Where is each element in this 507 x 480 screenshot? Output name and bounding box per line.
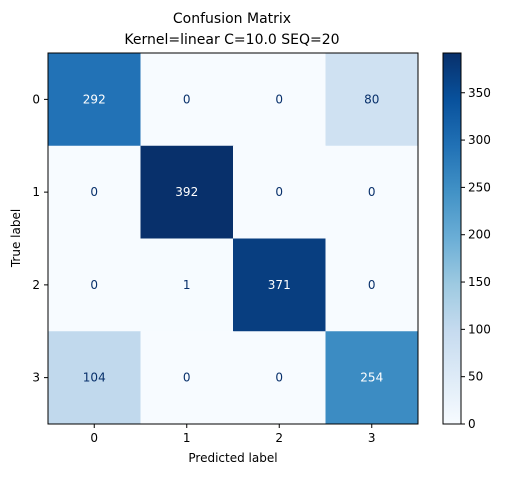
y-axis-ticks: 0 1 2 3 bbox=[32, 92, 48, 385]
chart-title-line2: Kernel=linear C=10.0 SEQ=20 bbox=[124, 32, 339, 48]
cell-value-label: 0 bbox=[183, 92, 191, 106]
cell-value-label: 0 bbox=[275, 92, 283, 106]
matrix-cell bbox=[233, 238, 326, 332]
x-axis-ticks: 0 1 2 3 bbox=[90, 424, 376, 445]
y-tick-label: 3 bbox=[32, 371, 40, 385]
x-tick-label: 3 bbox=[368, 431, 376, 445]
colorbar-tick-label: 350 bbox=[468, 86, 491, 100]
matrix-cell bbox=[48, 238, 141, 332]
colorbar-tick-label: 250 bbox=[468, 180, 491, 194]
x-tick-label: 2 bbox=[275, 431, 283, 445]
colorbar-tick-label: 0 bbox=[468, 417, 476, 431]
y-tick-label: 2 bbox=[32, 278, 40, 292]
cell-value-label: 80 bbox=[364, 92, 379, 106]
matrix-cells: 292 0 0 80 0 392 0 0 0 1 371 0 104 0 0 254 bbox=[48, 53, 419, 425]
y-tick-label: 1 bbox=[32, 185, 40, 199]
matrix-cell bbox=[325, 145, 419, 239]
matrix-cell bbox=[233, 145, 326, 239]
matrix-cell bbox=[233, 331, 326, 425]
colorbar-tick-label: 50 bbox=[468, 370, 483, 384]
colorbar-ticks: 0 50 100 150 200 250 300 350 bbox=[461, 86, 491, 431]
cell-value-label: 0 bbox=[275, 185, 283, 199]
y-axis-label: True label bbox=[9, 209, 23, 268]
cell-value-label: 104 bbox=[83, 371, 106, 385]
cell-value-label: 371 bbox=[268, 278, 291, 292]
matrix-cell bbox=[140, 53, 234, 147]
matrix-cell bbox=[140, 145, 234, 239]
cell-value-label: 0 bbox=[368, 278, 376, 292]
matrix-cell bbox=[48, 145, 141, 239]
cell-value-label: 1 bbox=[183, 278, 191, 292]
colorbar-tick-label: 100 bbox=[468, 322, 491, 336]
colorbar-tick-label: 200 bbox=[468, 228, 491, 242]
cell-value-label: 0 bbox=[368, 185, 376, 199]
colorbar-tick-label: 150 bbox=[468, 275, 491, 289]
y-tick-label: 0 bbox=[32, 92, 40, 106]
x-tick-label: 1 bbox=[183, 431, 191, 445]
cell-value-label: 0 bbox=[275, 371, 283, 385]
cell-value-label: 292 bbox=[83, 92, 106, 106]
colorbar-tick-label: 300 bbox=[468, 133, 491, 147]
matrix-cell bbox=[325, 331, 419, 425]
chart-title-line1: Confusion Matrix bbox=[173, 11, 291, 27]
cell-value-label: 0 bbox=[90, 185, 98, 199]
cell-value-label: 254 bbox=[360, 371, 383, 385]
matrix-frame bbox=[47, 52, 419, 425]
matrix-cell bbox=[140, 238, 234, 332]
matrix-cell bbox=[233, 53, 326, 147]
matrix-cell bbox=[48, 331, 141, 425]
matrix-cell bbox=[325, 238, 419, 332]
cell-value-label: 392 bbox=[175, 185, 198, 199]
matrix-cell bbox=[140, 331, 234, 425]
cell-value-label: 0 bbox=[90, 278, 98, 292]
matrix-cell bbox=[325, 53, 419, 147]
cell-value-label: 0 bbox=[183, 371, 191, 385]
x-tick-label: 0 bbox=[90, 431, 98, 445]
matrix-cell bbox=[48, 53, 141, 147]
x-axis-label: Predicted label bbox=[188, 451, 277, 465]
colorbar bbox=[442, 52, 462, 425]
